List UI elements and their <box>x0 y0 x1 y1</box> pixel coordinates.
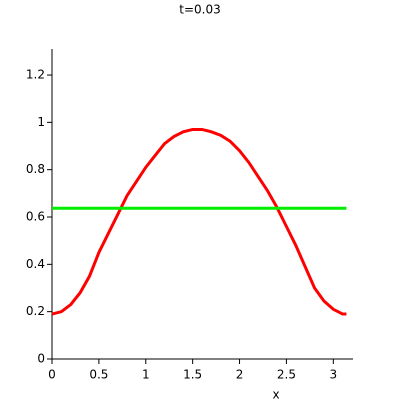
y-tick-label: 1 <box>37 115 45 129</box>
y-tick-label: 0 <box>37 352 45 366</box>
x-tick-label: 2.5 <box>277 368 296 382</box>
line-series <box>51 127 347 316</box>
y-tick-label: 0.2 <box>26 304 45 318</box>
y-tick-label: 0.6 <box>26 210 45 224</box>
x-axis-label: x <box>272 388 279 400</box>
chart-title: t=0.03 <box>179 3 220 17</box>
x-tick-label: 1.5 <box>183 368 202 382</box>
y-tick-label: 0.4 <box>26 257 45 271</box>
x-tick-label: 0.5 <box>89 368 108 382</box>
y-tick-label: 1.2 <box>26 68 45 82</box>
x-tick-label: 3 <box>329 368 337 382</box>
x-tick-label: 1 <box>142 368 150 382</box>
x-tick-label: 0 <box>48 368 56 382</box>
y-tick-label: 0.8 <box>26 162 45 176</box>
x-tick-label: 2 <box>236 368 244 382</box>
